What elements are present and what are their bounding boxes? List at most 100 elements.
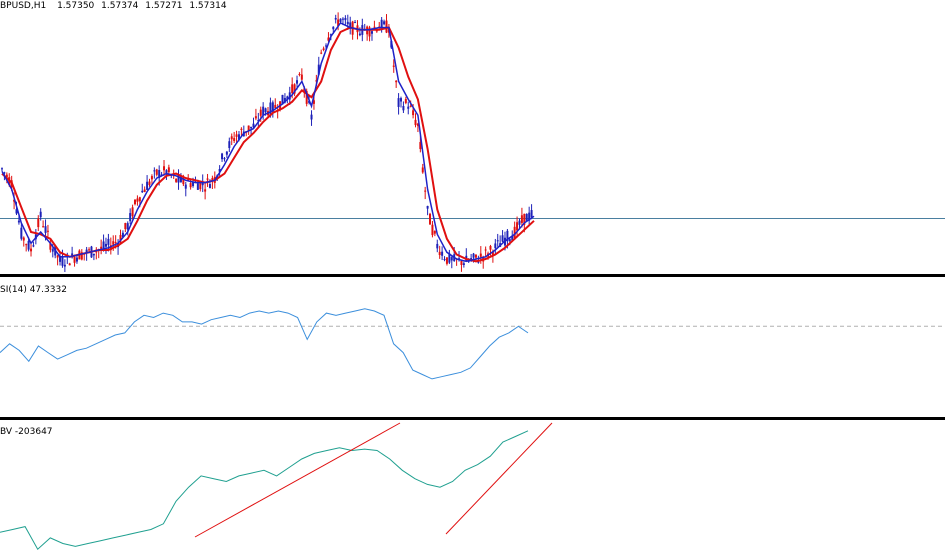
candle-body bbox=[225, 151, 228, 155]
rsi-pane[interactable]: SI(14) 47.3332 bbox=[0, 285, 945, 380]
close-value: 1.57314 bbox=[189, 1, 226, 11]
candle-body bbox=[283, 97, 286, 103]
candle-body bbox=[201, 181, 204, 186]
candle-body bbox=[317, 64, 320, 75]
candle-body bbox=[416, 123, 419, 126]
candle-body bbox=[148, 181, 151, 186]
candle-body bbox=[489, 246, 492, 250]
obv-trendline-2[interactable] bbox=[445, 422, 553, 535]
candle-body bbox=[228, 141, 231, 149]
candle-body bbox=[119, 234, 122, 242]
candle-body bbox=[281, 94, 284, 105]
candle-body bbox=[206, 178, 209, 180]
candle-body bbox=[204, 189, 207, 192]
symbol-label: BPUSD,H1 bbox=[0, 1, 46, 11]
candle-body bbox=[68, 263, 71, 266]
candle-body bbox=[441, 251, 444, 256]
candle-body bbox=[264, 108, 267, 113]
candle-body bbox=[349, 22, 352, 29]
candle-body bbox=[100, 246, 103, 249]
candle-body bbox=[158, 170, 161, 178]
candle-body bbox=[196, 183, 199, 190]
pane-separator-2[interactable] bbox=[0, 417, 945, 420]
candle-body bbox=[528, 212, 531, 221]
low-value: 1.57271 bbox=[145, 1, 182, 11]
candle-body bbox=[37, 218, 40, 228]
candle-body bbox=[240, 128, 243, 130]
candle-body bbox=[370, 31, 373, 34]
candle-body bbox=[421, 167, 424, 173]
candle-body bbox=[433, 231, 436, 234]
candle-body bbox=[412, 110, 415, 116]
candle-body bbox=[167, 167, 170, 173]
candle-body bbox=[182, 176, 185, 185]
candle-body bbox=[298, 73, 301, 76]
candle-body bbox=[102, 241, 105, 249]
candle-body bbox=[230, 136, 233, 140]
candle-body bbox=[114, 242, 117, 244]
candle-body bbox=[368, 27, 371, 37]
candle-body bbox=[523, 213, 526, 225]
candle-body bbox=[383, 21, 386, 25]
candle-body bbox=[291, 84, 294, 94]
candle-body bbox=[346, 21, 349, 25]
candle-body bbox=[436, 243, 439, 249]
candle-body bbox=[211, 178, 214, 182]
candle-body bbox=[312, 100, 315, 104]
candle-body bbox=[409, 105, 412, 107]
candle-body bbox=[131, 207, 134, 217]
candle-body bbox=[286, 96, 289, 100]
candle-body bbox=[92, 253, 95, 256]
candle-body bbox=[179, 176, 182, 183]
obv-line bbox=[0, 430, 529, 550]
candle-body bbox=[42, 226, 45, 228]
candle-body bbox=[305, 91, 308, 104]
candle-body bbox=[63, 264, 66, 267]
candle-body bbox=[146, 181, 149, 190]
candle-body bbox=[332, 26, 335, 30]
candle-body bbox=[293, 84, 296, 94]
candle-body bbox=[109, 245, 112, 251]
candle-body bbox=[494, 243, 497, 249]
candle-body bbox=[259, 109, 262, 116]
candle-body bbox=[327, 37, 330, 41]
rsi-label: SI(14) 47.3332 bbox=[0, 285, 67, 295]
candle-body bbox=[121, 232, 124, 238]
symbol-header: BPUSD,H1 1.57350 1.57374 1.57271 1.57314 bbox=[0, 1, 227, 11]
candle-body bbox=[407, 106, 410, 109]
candle-body bbox=[429, 213, 432, 225]
candle-body bbox=[138, 197, 141, 202]
candle-body bbox=[95, 251, 98, 253]
candle-body bbox=[160, 174, 163, 176]
candle-body bbox=[192, 182, 195, 187]
candle-body bbox=[150, 176, 153, 180]
candle-body bbox=[85, 249, 88, 254]
candle-body bbox=[141, 190, 144, 193]
candle-body bbox=[508, 239, 511, 242]
candle-body bbox=[477, 261, 480, 263]
candle-body bbox=[20, 227, 23, 239]
obv-pane[interactable]: BV -203647 bbox=[0, 422, 553, 550]
candle-body bbox=[17, 220, 20, 223]
candle-body bbox=[334, 17, 337, 20]
candle-body bbox=[288, 92, 291, 100]
candle-body bbox=[506, 230, 509, 242]
candle-body bbox=[59, 256, 62, 262]
candle-body bbox=[73, 256, 76, 263]
price-pane[interactable] bbox=[0, 12, 945, 273]
candle-body bbox=[516, 222, 519, 231]
candle-body bbox=[143, 189, 146, 192]
candle-body bbox=[175, 178, 178, 182]
pane-separator-1[interactable] bbox=[0, 274, 945, 277]
candle-body bbox=[75, 257, 78, 262]
candle-body bbox=[525, 213, 528, 221]
candle-body bbox=[44, 226, 47, 233]
candle-body bbox=[397, 98, 400, 107]
candle-body bbox=[112, 241, 115, 245]
candle-body bbox=[126, 223, 129, 230]
candle-body bbox=[511, 235, 514, 241]
obv-trendline-1[interactable] bbox=[194, 422, 401, 538]
candle-body bbox=[354, 22, 357, 24]
